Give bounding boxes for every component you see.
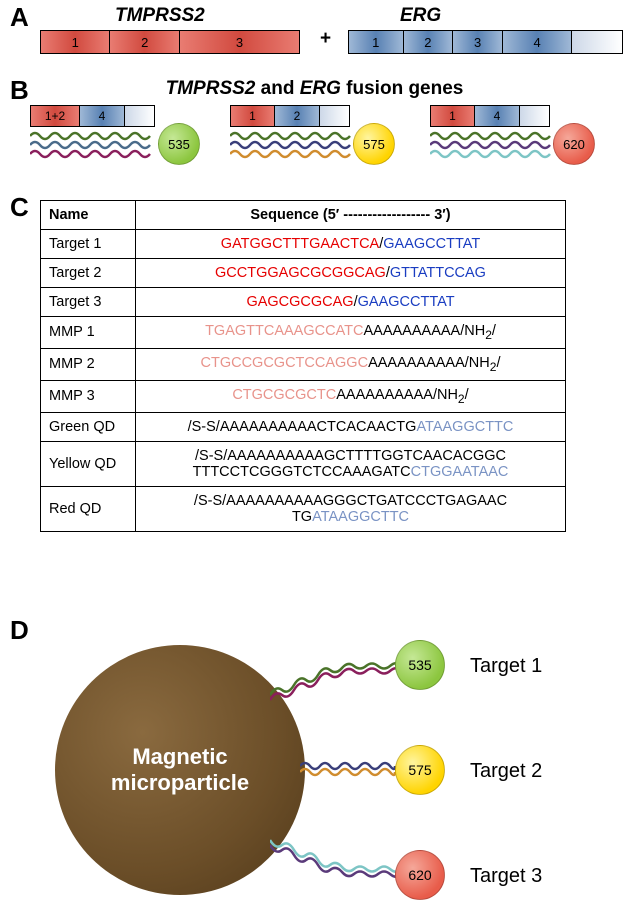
erg-exon1: 1 <box>349 31 404 53</box>
d-target1-label: Target 1 <box>470 655 542 678</box>
fusion2-wavy <box>230 130 355 165</box>
d-target3-label: Target 3 <box>470 865 542 888</box>
row-name: MMP 1 <box>41 317 136 349</box>
d-target2-label: Target 2 <box>470 760 542 783</box>
row-sequence: /S-S/AAAAAAAAAACTCACAACTGATAAGGCTTC <box>136 412 566 441</box>
panel-a-label: A <box>10 2 29 33</box>
row-sequence: GATGGCTTTGAACTCA/GAAGCCTTAT <box>136 230 566 259</box>
panel-d-label: D <box>10 615 29 646</box>
fusion-group-1: 1+2 4 535 <box>30 105 155 127</box>
panel-b-title-end: fusion genes <box>341 78 463 99</box>
fusion-group-2: 1 2 575 <box>230 105 350 127</box>
table-row: Red QD/S-S/AAAAAAAAAAGGGCTGATCCCTGAGAAC … <box>41 486 566 531</box>
panel-b-title-post: ERG <box>300 78 341 99</box>
table-row: Target 3GAGCGCGCAG/GAAGCCTTAT <box>41 288 566 317</box>
table-row: MMP 1TGAGTTCAAAGCCATCAAAAAAAAAA/NH2/ <box>41 317 566 349</box>
row-name: Yellow QD <box>41 441 136 486</box>
table-row: Target 2GCCTGGAGCGCGGCAG/GTTATTCCAG <box>41 259 566 288</box>
table-header-name: Name <box>41 201 136 230</box>
fusion3-tail <box>520 105 550 127</box>
row-sequence: TGAGTTCAAAGCCATCAAAAAAAAAA/NH2/ <box>136 317 566 349</box>
table-row: Green QD/S-S/AAAAAAAAAACTCACAACTGATAAGGC… <box>41 412 566 441</box>
row-name: Red QD <box>41 486 136 531</box>
gene1-title: TMPRSS2 <box>115 5 205 27</box>
d-qd-575: 575 <box>395 745 445 795</box>
row-name: Target 3 <box>41 288 136 317</box>
row-sequence: GCCTGGAGCGCGGCAG/GTTATTCCAG <box>136 259 566 288</box>
d-wavy-3 <box>270 835 410 885</box>
table-row: MMP 3CTGCGCGCTCAAAAAAAAAA/NH2/ <box>41 380 566 412</box>
row-sequence: /S-S/AAAAAAAAAAGCTTTTGGTCAACACGGC TTTCCT… <box>136 441 566 486</box>
fusion3-wavy <box>430 130 555 165</box>
erg-tail <box>572 31 622 53</box>
fusion3-blue: 4 <box>475 105 520 127</box>
table-row: Target 1GATGGCTTTGAACTCA/GAAGCCTTAT <box>41 230 566 259</box>
row-name: Green QD <box>41 412 136 441</box>
row-name: MMP 3 <box>41 380 136 412</box>
qd-575: 575 <box>353 123 395 165</box>
table-row: Yellow QD/S-S/AAAAAAAAAAGCTTTTGGTCAACACG… <box>41 441 566 486</box>
table-header-row: Name Sequence (5′ ------------------ 3′) <box>41 201 566 230</box>
erg-exon3: 3 <box>453 31 503 53</box>
erg-exon2: 2 <box>404 31 454 53</box>
tmprss2-exon2: 2 <box>110 31 179 53</box>
d-wavy-1 <box>270 660 410 710</box>
fusion2-blue: 2 <box>275 105 320 127</box>
row-sequence: /S-S/AAAAAAAAAAGGGCTGATCCCTGAGAAC TGATAA… <box>136 486 566 531</box>
tmprss2-bar: 1 2 3 <box>40 30 300 54</box>
tmprss2-exon3: 3 <box>180 31 299 53</box>
row-sequence: GAGCGCGCAG/GAAGCCTTAT <box>136 288 566 317</box>
plus-sign: + <box>320 28 331 50</box>
erg-exon4: 4 <box>503 31 572 53</box>
erg-bar: 1 2 3 4 <box>348 30 623 54</box>
table-row: MMP 2CTGCCGCGCTCCAGGCAAAAAAAAAA/NH2/ <box>41 348 566 380</box>
panel-b-title-mid: and <box>255 78 299 99</box>
panel-c-label: C <box>10 192 29 223</box>
row-name: MMP 2 <box>41 348 136 380</box>
d-qd-535: 535 <box>395 640 445 690</box>
fusion1-wavy <box>30 130 160 165</box>
fusion1-blue: 4 <box>80 105 125 127</box>
qd-535: 535 <box>158 123 200 165</box>
gene2-title: ERG <box>400 5 441 27</box>
fusion1-red: 1+2 <box>30 105 80 127</box>
fusion-group-3: 1 4 620 <box>430 105 550 127</box>
sequence-table: Name Sequence (5′ ------------------ 3′)… <box>40 200 566 532</box>
mmp-label: Magneticmicroparticle <box>111 744 249 797</box>
row-sequence: CTGCCGCGCTCCAGGCAAAAAAAAAA/NH2/ <box>136 348 566 380</box>
row-name: Target 1 <box>41 230 136 259</box>
table-header-seq: Sequence (5′ ------------------ 3′) <box>136 201 566 230</box>
fusion3-red: 1 <box>430 105 475 127</box>
qd-620: 620 <box>553 123 595 165</box>
fusion2-red: 1 <box>230 105 275 127</box>
panel-b-title-pre: TMPRSS2 <box>166 78 256 99</box>
tmprss2-exon1: 1 <box>41 31 110 53</box>
magnetic-microparticle: Magneticmicroparticle <box>55 645 305 895</box>
panel-b-title: TMPRSS2 and ERG fusion genes <box>0 78 629 100</box>
d-qd-620: 620 <box>395 850 445 900</box>
fusion2-tail <box>320 105 350 127</box>
fusion1-tail <box>125 105 155 127</box>
d-wavy-2 <box>300 760 400 780</box>
row-sequence: CTGCGCGCTCAAAAAAAAAA/NH2/ <box>136 380 566 412</box>
row-name: Target 2 <box>41 259 136 288</box>
